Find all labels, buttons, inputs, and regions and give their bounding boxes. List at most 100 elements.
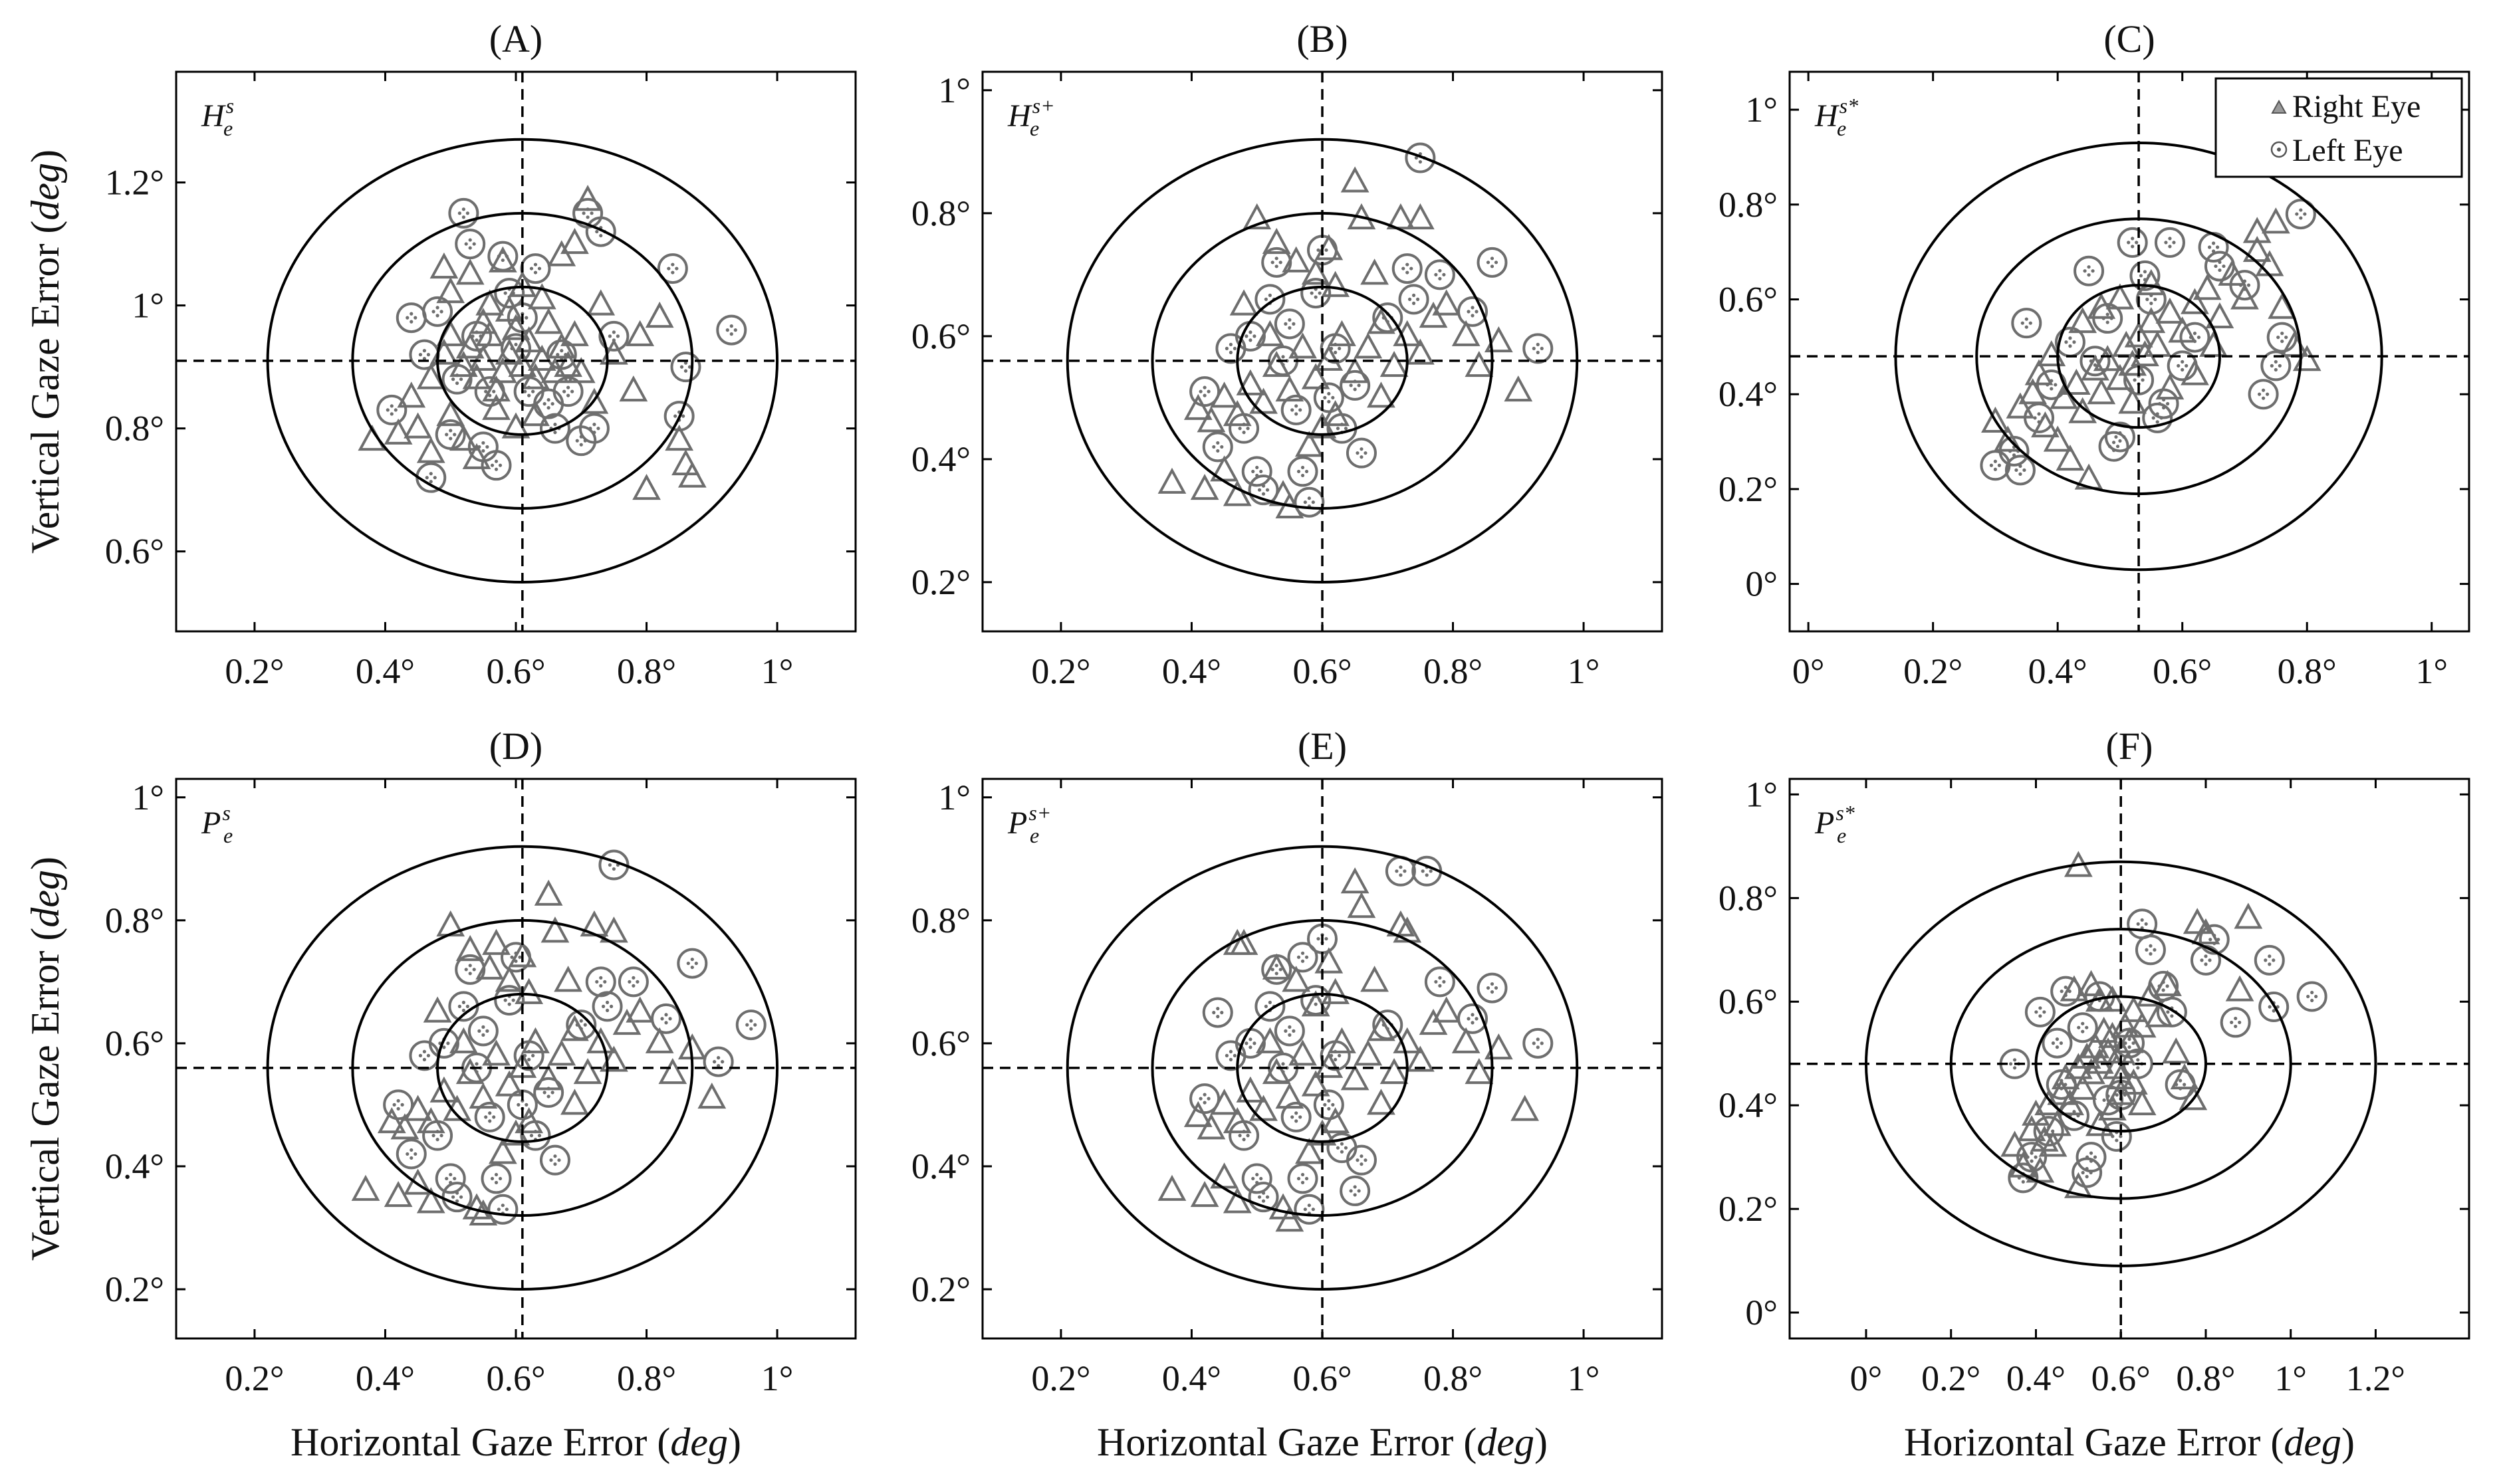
left-eye-marker-dot [1229, 1057, 1233, 1061]
left-eye-marker-ring [455, 229, 486, 260]
left-eye-marker [1280, 1101, 1312, 1132]
left-eye-marker-dot [671, 263, 675, 266]
left-eye-marker-dot [1357, 1189, 1361, 1193]
left-eye-marker-ring [2266, 322, 2298, 353]
left-eye-marker-ring [1477, 247, 1508, 278]
right-eye-marker [2261, 207, 2290, 234]
right-eye-marker [1275, 1206, 1304, 1232]
right-eye-marker [1275, 375, 1304, 402]
left-eye-marker-dot [2083, 269, 2087, 273]
left-eye-marker-dot [1300, 465, 1305, 470]
left-eye-marker-dot [1220, 445, 1224, 449]
left-eye-marker-dot [1349, 1189, 1353, 1193]
y-tick-label: 0.8° [1719, 185, 1778, 225]
left-eye-marker-dot [510, 346, 514, 350]
left-eye-marker-dot [1292, 1029, 1296, 1033]
left-eye-series [383, 849, 767, 1225]
right-eye-marker [1183, 1101, 1213, 1127]
left-eye-marker-dot [1203, 1093, 1207, 1097]
left-eye-marker [1294, 1194, 1325, 1225]
left-eye-marker-dot [1490, 257, 1494, 261]
right-eye-marker [2056, 444, 2085, 471]
left-eye-marker-dot [1471, 1013, 1475, 1017]
left-eye-marker-dot [2242, 287, 2247, 291]
left-eye-marker-ring [670, 352, 701, 383]
left-eye-marker-dot [553, 1162, 557, 1166]
right-eye-marker [449, 424, 478, 451]
left-eye-marker-dot [498, 1176, 503, 1181]
left-eye-marker-dot [1421, 869, 1425, 873]
left-eye-marker-dot [1255, 465, 1259, 470]
left-eye-marker-dot [1245, 1041, 1248, 1045]
left-eye-marker-dot [2107, 445, 2112, 449]
left-eye-marker-ring [2117, 227, 2148, 258]
left-eye-marker-dot [481, 449, 485, 453]
left-eye-marker-dot [1257, 1195, 1262, 1199]
right-eye-marker [2193, 274, 2222, 300]
y-tick-label: 0° [1745, 564, 1778, 604]
left-eye-marker-dot [2072, 1110, 2076, 1114]
left-eye-marker-dot [2089, 1170, 2093, 1175]
left-eye-marker-ring [539, 413, 570, 444]
left-eye-marker-ring [409, 339, 440, 370]
right-eye-marker [547, 240, 576, 266]
left-eye-marker-dot [2115, 445, 2120, 449]
left-eye-marker-dot [2234, 1016, 2238, 1021]
left-eye-marker-dot [1407, 297, 1412, 301]
left-eye-marker-ring [2129, 260, 2161, 291]
left-eye-marker [566, 1009, 597, 1041]
right-eye-marker [626, 996, 655, 1023]
legend-label-left-eye: Left Eye [2292, 133, 2403, 168]
left-eye-marker-dot [429, 480, 433, 484]
left-eye-marker [1424, 966, 1455, 998]
left-eye-marker-dot [1494, 986, 1498, 990]
left-eye-marker-dot [442, 1045, 446, 1049]
right-eye-marker [455, 934, 485, 962]
y-tick-label: 0.2° [1719, 1189, 1778, 1229]
left-eye-marker-dot [1336, 427, 1340, 431]
right-eye-marker [2155, 373, 2185, 400]
left-eye-marker-dot [1409, 266, 1413, 270]
left-eye-marker-dot [507, 295, 511, 299]
left-eye-marker-dot [1316, 936, 1320, 941]
left-eye-marker [1522, 333, 1554, 364]
left-eye-marker-dot [1311, 1208, 1315, 1212]
right-eye-marker [397, 381, 426, 408]
right-eye-marker [1510, 1095, 1540, 1121]
left-eye-marker-ring [2285, 199, 2316, 230]
left-eye-marker-dot [601, 1004, 606, 1008]
left-eye-marker-dot [1318, 291, 1322, 295]
left-eye-marker-dot [525, 1103, 529, 1107]
left-eye-marker-dot [426, 353, 431, 357]
left-eye-marker-dot [2179, 1079, 2183, 1083]
left-eye-marker-ring [487, 1194, 519, 1225]
left-eye-marker-ring [1294, 1194, 1325, 1225]
left-eye-marker-dot [1364, 1158, 1367, 1162]
left-eye-marker-dot [1353, 387, 1357, 391]
left-eye-marker-ring [1457, 1003, 1488, 1034]
left-eye-marker [520, 1120, 551, 1151]
right-eye-marker [2181, 288, 2209, 314]
left-eye-marker-dot [2042, 1010, 2046, 1014]
left-eye-marker-ring [474, 1101, 505, 1132]
left-eye-marker-dot [2119, 1134, 2123, 1138]
left-eye-marker-dot [1274, 972, 1278, 976]
left-eye-marker-dot [683, 361, 688, 365]
right-eye-marker [1321, 1107, 1350, 1134]
left-eye-marker-dot [1242, 423, 1246, 427]
left-eye-marker-dot [1304, 1176, 1309, 1181]
left-eye-marker-dot [582, 211, 586, 215]
left-eye-marker-dot [2147, 274, 2151, 278]
left-eye-marker-dot [2264, 958, 2268, 962]
right-eye-marker [2255, 250, 2284, 276]
left-eye-marker-ring [2092, 303, 2123, 334]
left-eye-marker-dot [2077, 1025, 2081, 1029]
left-eye-marker-dot [422, 1057, 427, 1061]
left-eye-marker-dot [583, 1023, 587, 1027]
left-eye-marker-dot [2109, 316, 2113, 320]
panel-a: (A) 0.2° 0.4° 0.6° 0.8° 1° 0.6° 0.8° 1° 1.2° Hs e [105, 17, 857, 691]
left-eye-marker-dot [1300, 473, 1305, 478]
left-eye-marker [2024, 996, 2056, 1027]
left-eye-marker-dot [687, 365, 692, 369]
left-eye-marker-dot [396, 1107, 400, 1111]
